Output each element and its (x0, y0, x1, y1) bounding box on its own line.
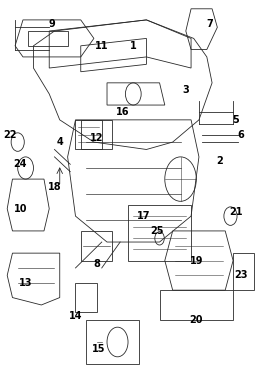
Text: 20: 20 (190, 315, 203, 325)
Text: 21: 21 (229, 207, 243, 217)
Text: 18: 18 (48, 182, 61, 191)
Text: 10: 10 (14, 204, 27, 214)
Text: 24: 24 (14, 159, 27, 169)
Text: 2: 2 (217, 156, 223, 166)
Text: 6: 6 (238, 130, 244, 140)
Text: 14: 14 (69, 311, 82, 321)
Text: 3: 3 (182, 85, 189, 95)
Text: 19: 19 (190, 256, 203, 266)
Text: 23: 23 (234, 270, 248, 280)
Text: 22: 22 (3, 130, 16, 140)
Text: 17: 17 (137, 211, 151, 221)
Text: 12: 12 (90, 134, 103, 143)
Text: 9: 9 (48, 19, 55, 29)
Text: 13: 13 (19, 278, 32, 288)
Text: 7: 7 (206, 19, 213, 29)
Text: 11: 11 (95, 41, 109, 51)
Text: 5: 5 (232, 115, 239, 125)
Text: 15: 15 (92, 344, 106, 354)
Text: 25: 25 (150, 226, 164, 236)
Text: 8: 8 (93, 259, 100, 269)
Text: 1: 1 (130, 41, 137, 51)
Text: 16: 16 (116, 107, 130, 117)
Text: 4: 4 (56, 137, 63, 147)
